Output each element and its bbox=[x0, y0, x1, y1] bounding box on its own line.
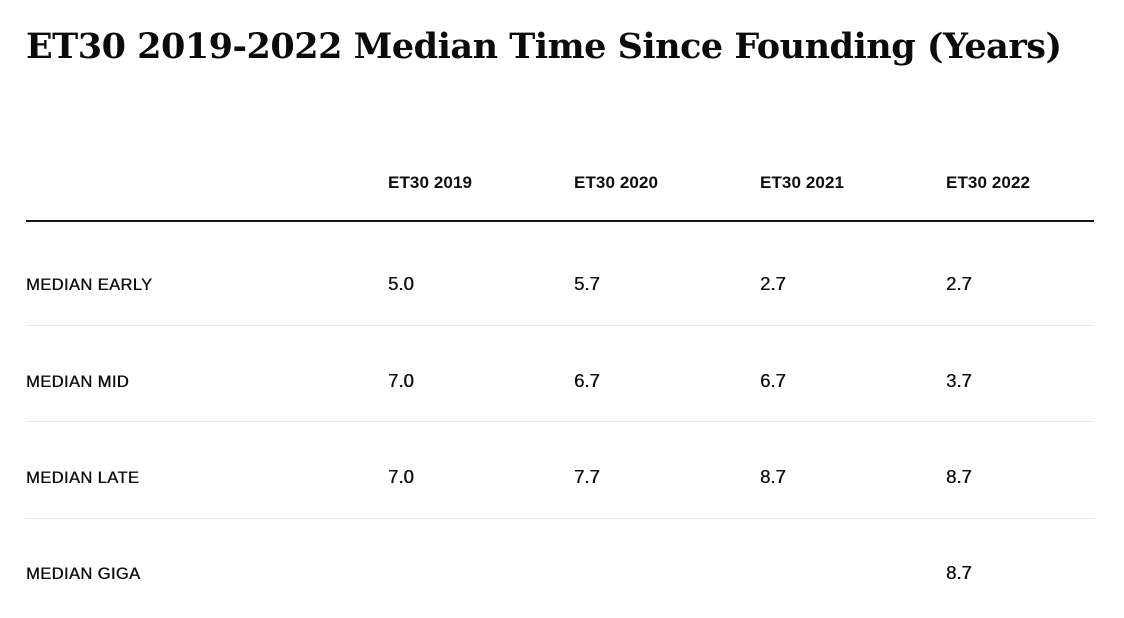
cell-median-mid-2021: 6.7 bbox=[760, 370, 786, 391]
column-header-et30-2022: ET30 2022 bbox=[946, 173, 1031, 192]
table-row-median-giga: MEDIAN GIGA 8.7 bbox=[26, 519, 1094, 618]
table-row-median-early: MEDIAN EARLY 5.0 5.7 2.7 2.7 bbox=[26, 222, 1094, 326]
row-label-median-early: MEDIAN EARLY bbox=[26, 276, 153, 294]
table-row-median-mid: MEDIAN MID 7.0 6.7 6.7 3.7 bbox=[26, 326, 1094, 422]
column-header-et30-2020: ET30 2020 bbox=[574, 173, 659, 192]
cell-median-early-2021: 2.7 bbox=[760, 273, 786, 294]
cell-median-late-2020: 7.7 bbox=[574, 466, 600, 487]
cell-median-giga-2022: 8.7 bbox=[946, 562, 972, 583]
column-header-et30-2021: ET30 2021 bbox=[760, 173, 845, 192]
cell-median-mid-2022: 3.7 bbox=[946, 370, 972, 391]
cell-median-early-2020: 5.7 bbox=[574, 273, 600, 294]
cell-median-late-2022: 8.7 bbox=[946, 466, 972, 487]
cell-median-late-2019: 7.0 bbox=[388, 466, 414, 487]
row-label-median-late: MEDIAN LATE bbox=[26, 469, 140, 487]
page-title: ET30 2019-2022 Median Time Since Foundin… bbox=[26, 26, 1062, 67]
cell-median-early-2019: 5.0 bbox=[388, 273, 414, 294]
column-header-et30-2019: ET30 2019 bbox=[388, 173, 473, 192]
row-label-median-mid: MEDIAN MID bbox=[26, 373, 129, 391]
median-time-table: ET30 2019 ET30 2020 ET30 2021 ET30 2022 … bbox=[26, 173, 1094, 618]
cell-median-mid-2020: 6.7 bbox=[574, 370, 600, 391]
table-row-median-late: MEDIAN LATE 7.0 7.7 8.7 8.7 bbox=[26, 422, 1094, 519]
cell-median-late-2021: 8.7 bbox=[760, 466, 786, 487]
cell-median-early-2022: 2.7 bbox=[946, 273, 972, 294]
cell-median-mid-2019: 7.0 bbox=[388, 370, 414, 391]
row-label-median-giga: MEDIAN GIGA bbox=[26, 565, 141, 583]
table-header-row: ET30 2019 ET30 2020 ET30 2021 ET30 2022 bbox=[26, 173, 1094, 222]
